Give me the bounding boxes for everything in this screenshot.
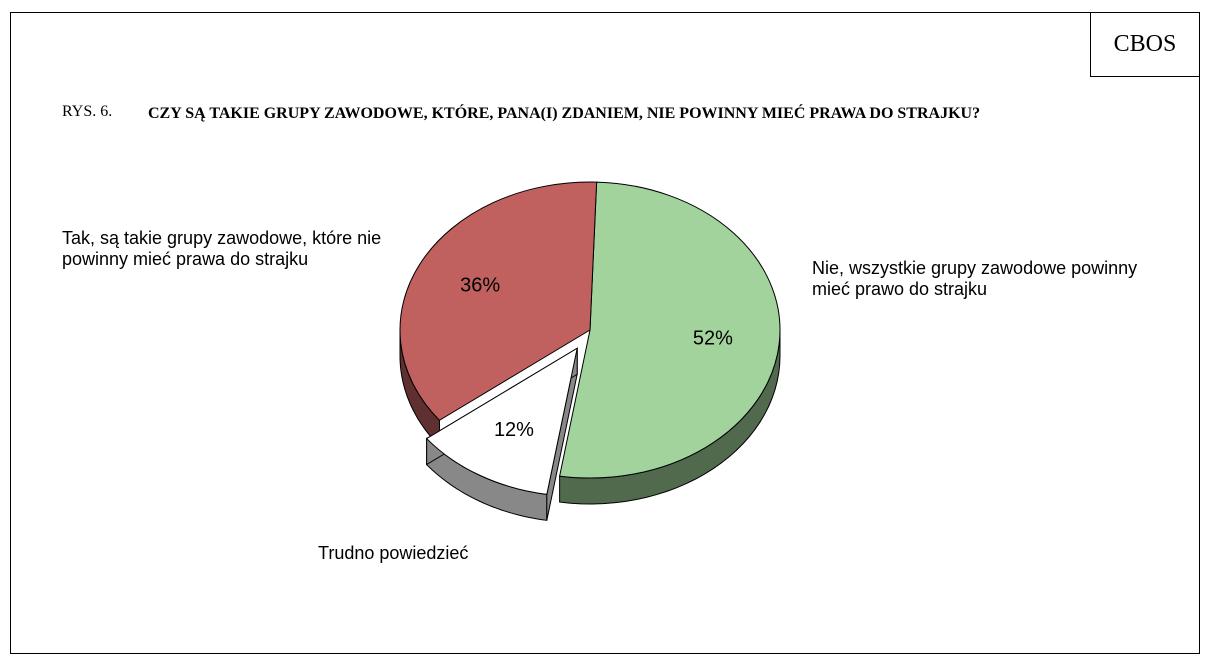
value-label: 52%: [693, 328, 733, 350]
chart-title: CZY SĄ TAKIE GRUPY ZAWODOWE, KTÓRE, PANA…: [148, 105, 981, 122]
figure-number: RYS. 6.: [62, 103, 113, 120]
category-label: Tak, są takie grupy zawodowe, które nie …: [62, 228, 382, 269]
category-label: Nie, wszystkie grupy zawodowe powinny mi…: [812, 258, 1138, 299]
slice: [425, 347, 578, 495]
slice: [559, 181, 781, 479]
value-label: 12%: [494, 419, 534, 441]
value-label: 36%: [460, 274, 500, 296]
slice: [399, 181, 598, 421]
chart: 52% 12% 36%: [399, 181, 781, 521]
page: CBOS RYS. 6. CZY SĄ TAKIE GRUPY ZAWODOWE…: [10, 12, 1200, 654]
category-label: Trudno powiedzieć: [318, 543, 469, 563]
source-box: CBOS: [1090, 12, 1199, 77]
source: CBOS: [1113, 30, 1177, 57]
